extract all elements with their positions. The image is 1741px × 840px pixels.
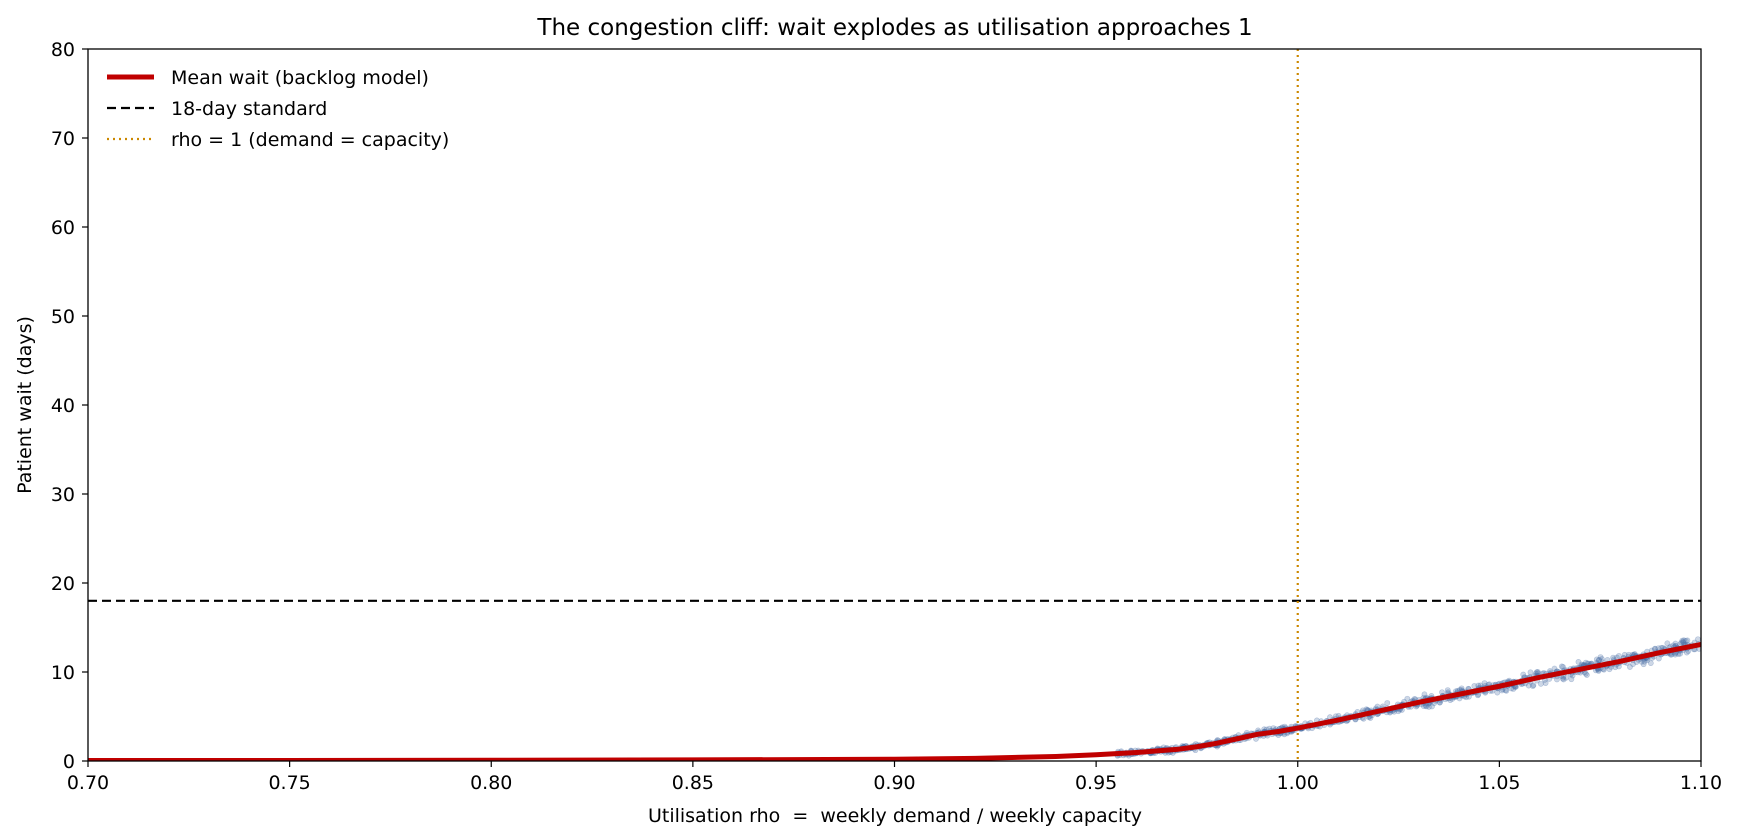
scatter-point <box>1683 649 1690 656</box>
scatter-point <box>1530 682 1537 689</box>
scatter-point <box>1664 640 1671 647</box>
x-tick-label: 1.00 <box>1277 772 1319 794</box>
legend-label: 18-day standard <box>171 98 327 120</box>
x-axis-label: Utilisation rho = weekly demand / weekly… <box>648 805 1142 827</box>
scatter-point <box>1537 680 1544 687</box>
scatter-point <box>1554 676 1560 683</box>
scatter-point <box>1647 660 1654 667</box>
plot-area <box>87 48 1702 762</box>
scatter-point <box>1682 637 1689 644</box>
scatter-point <box>1558 663 1565 670</box>
scatter-point <box>1641 658 1648 665</box>
scatter-point <box>1527 669 1534 676</box>
y-tick-label: 30 <box>51 484 75 506</box>
y-tick-label: 60 <box>51 217 75 239</box>
scatter-point <box>1525 682 1532 689</box>
y-tick-label: 40 <box>51 395 75 417</box>
scatter-point <box>1542 680 1549 686</box>
scatter-point <box>1595 657 1602 664</box>
x-tick-label: 0.80 <box>470 772 512 794</box>
scatter-point <box>1627 664 1633 670</box>
scatter-point <box>1684 637 1691 644</box>
scatter-point <box>1444 687 1451 694</box>
scatter-layer <box>1114 636 1701 759</box>
x-tick-label: 1.10 <box>1680 772 1722 794</box>
x-tick-label: 0.95 <box>1075 772 1117 794</box>
x-tick-label: 0.85 <box>672 772 714 794</box>
scatter-point <box>1551 665 1558 672</box>
scatter-point <box>1679 637 1686 644</box>
x-tick-label: 1.05 <box>1478 772 1520 794</box>
scatter-point <box>1503 687 1510 694</box>
scatter-point <box>1595 668 1602 674</box>
scatter-point <box>1655 655 1662 662</box>
scatter-point <box>1677 650 1684 657</box>
scatter-point <box>1678 639 1685 646</box>
scatter-point <box>1621 651 1628 658</box>
y-tick-label: 70 <box>51 128 75 150</box>
scatter-point <box>1471 683 1478 689</box>
scatter-point <box>1582 670 1589 677</box>
y-axis-label: Patient wait (days) <box>14 316 36 494</box>
line-layer <box>88 49 1701 761</box>
scatter-point <box>1481 680 1488 687</box>
scatter-point <box>1559 675 1566 682</box>
x-axis: 0.70 0.75 0.80 0.85 0.90 0.95 1.00 1.05 1.10 <box>67 761 1722 794</box>
scatter-point <box>1695 636 1701 643</box>
y-tick-label: 0 <box>63 751 75 773</box>
x-tick-label: 0.90 <box>873 772 915 794</box>
scatter-point <box>1640 661 1647 668</box>
scatter-point <box>1583 672 1590 678</box>
legend-label: rho = 1 (demand = capacity) <box>171 129 449 151</box>
scatter-point <box>1533 669 1540 676</box>
scatter-point <box>1596 657 1603 663</box>
scatter-point <box>1426 703 1432 710</box>
y-axis: 0 10 20 30 40 50 60 70 80 <box>51 39 88 773</box>
scatter-point <box>1598 656 1605 662</box>
plot-frame <box>87 48 1702 762</box>
scatter-point <box>1582 659 1589 666</box>
y-tick-label: 10 <box>51 662 75 684</box>
scatter-point <box>1606 666 1613 673</box>
legend: Mean wait (backlog model) 18-day standard… <box>107 67 449 151</box>
scatter-point <box>1568 676 1575 683</box>
scatter-point <box>1616 653 1622 659</box>
scatter-point <box>1439 689 1445 696</box>
scatter-point <box>1560 676 1567 683</box>
y-tick-label: 80 <box>51 39 75 61</box>
scatter-point <box>1534 668 1541 675</box>
scatter-point <box>1597 654 1604 660</box>
scatter-point <box>1429 703 1435 710</box>
scatter-point <box>1510 685 1517 692</box>
scatter-point <box>1421 691 1428 698</box>
legend-label: Mean wait (backlog model) <box>171 67 429 89</box>
scatter-point <box>1404 695 1411 702</box>
x-tick-label: 0.75 <box>268 772 310 794</box>
scatter-point <box>1563 674 1570 681</box>
scatter-point <box>1529 683 1536 689</box>
scatter-point <box>1384 700 1391 706</box>
scatter-point <box>1680 639 1687 646</box>
scatter-point <box>1575 659 1582 665</box>
scatter-point <box>1458 685 1465 692</box>
y-tick-label: 50 <box>51 306 75 328</box>
scatter-point <box>1502 687 1509 694</box>
x-tick-label: 0.70 <box>67 772 109 794</box>
scatter-point <box>1680 638 1686 645</box>
scatter-point <box>1680 637 1687 644</box>
y-tick-label: 20 <box>51 573 75 595</box>
scatter-point <box>1630 661 1636 667</box>
mean-wait-line <box>88 641 1701 761</box>
scatter-point <box>1672 640 1679 647</box>
scatter-point <box>1560 664 1566 670</box>
chart-title: The congestion cliff: wait explodes as u… <box>536 15 1252 41</box>
scatter-point <box>1593 656 1600 663</box>
scatter-point <box>1494 689 1501 696</box>
scatter-point <box>1520 671 1527 678</box>
scatter-point <box>1423 703 1430 710</box>
